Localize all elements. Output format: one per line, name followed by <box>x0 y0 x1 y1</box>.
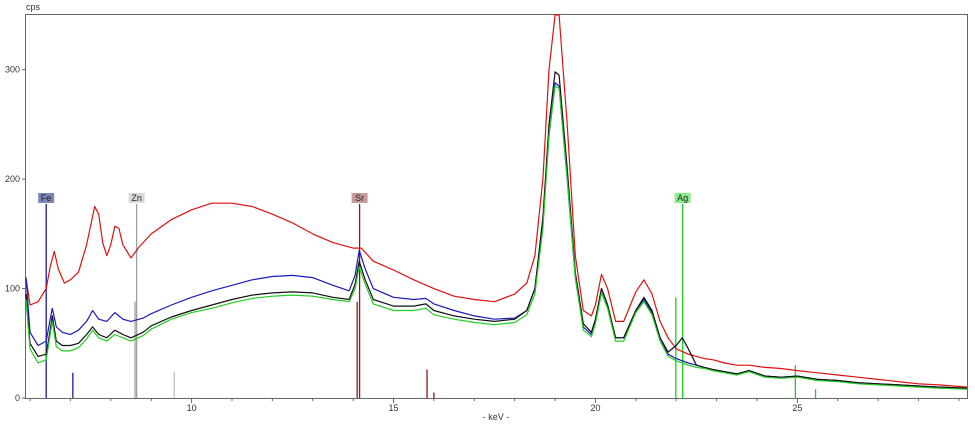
element-label-box <box>351 193 368 203</box>
element-label: Fe <box>41 193 52 203</box>
element-label-box <box>38 193 55 203</box>
x-axis: 10 15 20 25 <box>29 398 960 413</box>
element-label: Zn <box>131 193 142 203</box>
plot-frame <box>25 14 968 399</box>
element-label: Sr <box>355 193 364 203</box>
x-axis-label: - keV - <box>483 412 510 422</box>
y-axis: 0 100 200 300 <box>5 65 26 403</box>
spectrum-series <box>25 14 968 390</box>
x-tick-label: 25 <box>792 403 802 413</box>
y-tick-label: 300 <box>5 65 20 75</box>
element-label-box <box>674 193 691 203</box>
x-tick-label: 10 <box>187 403 197 413</box>
x-tick-label: 20 <box>590 403 600 413</box>
element-label-box <box>128 193 145 203</box>
y-tick-label: 100 <box>5 284 20 294</box>
y-tick-label: 200 <box>5 174 20 184</box>
y-axis-label: cps <box>26 2 41 12</box>
y-tick-label: 0 <box>15 393 20 403</box>
element-label: Ag <box>677 193 688 203</box>
element-markers: Fe Zn Sr Ag <box>38 193 691 398</box>
series-line <box>25 71 968 389</box>
series-line <box>25 85 968 390</box>
series-line <box>25 14 968 388</box>
x-tick-label: 15 <box>389 403 399 413</box>
